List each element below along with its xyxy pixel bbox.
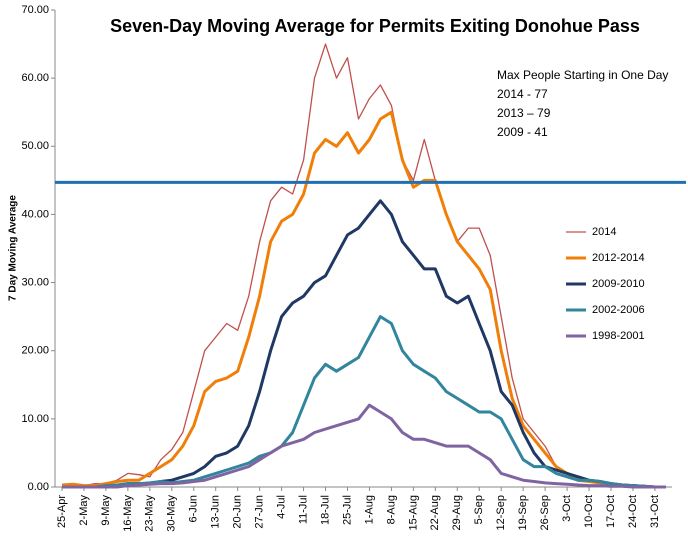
x-tick-label: 17-Oct <box>605 495 617 528</box>
y-tick-label: 50.00 <box>21 140 49 152</box>
annotation: Max People Starting in One Day <box>497 68 668 82</box>
series-line <box>62 315 666 489</box>
x-tick-label: 30-May <box>166 495 178 532</box>
x-tick-label: 31-Oct <box>649 495 661 528</box>
x-tick-label: 4-Jul <box>276 495 288 519</box>
legend-label: 2002-2006 <box>592 304 645 316</box>
x-tick-label: 18-Jul <box>319 495 331 525</box>
y-tick-label: 60.00 <box>21 72 49 84</box>
series-line <box>62 403 666 489</box>
x-tick-label: 15-Aug <box>407 495 419 530</box>
y-axis-label: 7 Day Moving Average <box>8 195 19 301</box>
y-tick-label: 20.00 <box>21 345 49 357</box>
x-tick-label: 8-Aug <box>385 495 397 524</box>
x-tick-label: 27-Jun <box>254 495 266 529</box>
x-tick-label: 9-May <box>100 495 112 526</box>
x-tick-label: 11-Jul <box>297 495 309 524</box>
y-tick-label: 70.00 <box>21 4 49 16</box>
y-tick-label: 10.00 <box>21 413 49 425</box>
x-tick-label: 16-May <box>122 495 134 532</box>
series-line <box>61 43 666 488</box>
x-tick-label: 2-May <box>78 495 90 526</box>
chart-title: Seven-Day Moving Average for Permits Exi… <box>110 16 640 36</box>
x-tick-label: 26-Sep <box>539 495 551 530</box>
y-tick-label: 40.00 <box>21 208 49 220</box>
x-tick-label: 10-Oct <box>583 495 595 528</box>
x-tick-label: 25-Apr <box>56 495 68 528</box>
x-tick-label: 19-Sep <box>517 495 529 530</box>
legend-label: 1998-2001 <box>592 330 645 342</box>
x-tick-label: 3-Oct <box>561 495 573 522</box>
annotation: 2014 - 77 <box>497 87 548 101</box>
x-tick-label: 25-Jul <box>341 495 353 525</box>
legend-label: 2009-2010 <box>592 278 645 290</box>
annotation: 2009 - 41 <box>497 125 548 139</box>
y-tick-label: 0.00 <box>28 481 49 493</box>
x-tick-label: 13-Jun <box>210 495 222 529</box>
x-tick-label: 5-Sep <box>473 495 485 524</box>
series-line <box>62 199 666 489</box>
x-tick-label: 1-Aug <box>363 495 375 524</box>
y-tick-label: 30.00 <box>21 276 49 288</box>
x-tick-label: 23-May <box>144 495 156 532</box>
legend-label: 2014 <box>592 226 616 238</box>
x-tick-label: 20-Jun <box>232 495 244 529</box>
series-line <box>61 110 666 489</box>
x-tick-label: 22-Aug <box>429 495 441 530</box>
x-tick-label: 12-Sep <box>495 495 507 530</box>
legend-label: 2012-2014 <box>592 252 645 264</box>
annotation: 2013 – 79 <box>497 106 551 120</box>
x-tick-label: 29-Aug <box>451 495 463 530</box>
x-tick-label: 6-Jun <box>188 495 200 523</box>
x-tick-label: 24-Oct <box>627 495 639 528</box>
